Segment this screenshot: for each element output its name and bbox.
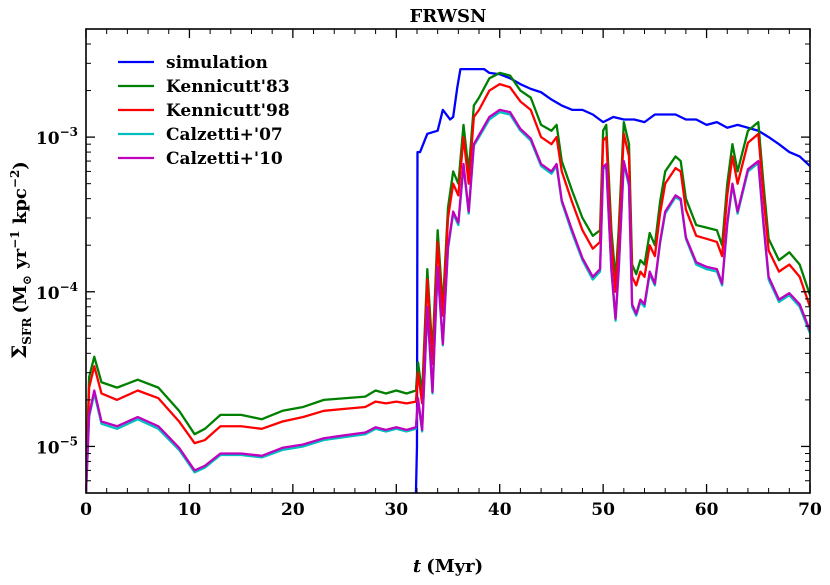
series-group [86,68,810,493]
y-axis-exp1: −1 [8,230,22,248]
x-tick-label: 30 [384,500,408,520]
x-tick-label: 40 [488,500,512,520]
legend: simulation Kennicutt'83 Kennicutt'98 Calzet… [118,53,290,169]
y-tick-base: 10 [36,129,60,149]
y-axis-exp2: −2 [8,170,22,188]
series-line-0 [414,68,810,493]
y-tick-base: 10 [36,438,60,458]
y-tick-label: 10−3 [36,125,78,149]
legend-label-4: Calzetti+'10 [166,149,283,169]
series-line-4 [86,108,810,493]
legend-label-2: Kennicutt'98 [166,101,290,121]
y-axis-kpc: kpc [10,188,31,230]
y-axis-unit-open: (M [10,285,31,314]
y-axis-sub: SFR [20,317,34,345]
y-axis-unit-close: ) [10,161,31,170]
legend-label-1: Kennicutt'83 [166,77,290,97]
y-axis-sun: ⊙ [20,275,34,285]
chart-title: FRWSN [409,6,486,27]
y-tick-exponent: −5 [60,434,78,448]
x-tick-label: 20 [281,500,305,520]
y-tick-label: 10−4 [36,280,78,304]
x-tick-label: 70 [798,500,822,520]
x-tick-label: 60 [695,500,719,520]
series-line-1 [86,71,810,493]
y-tick-exponent: −3 [60,125,78,139]
x-tick-label: 50 [591,500,615,520]
x-axis-unit: (Myr) [426,556,483,577]
x-tick-label: 10 [178,500,202,520]
y-tick-exponent: −4 [60,280,78,294]
y-tick-labels: 10−510−410−3 [36,125,78,458]
plot-frame [85,28,811,494]
series-line-2 [86,83,810,493]
y-axis-yr: yr [10,248,31,275]
x-axis-var: t [413,556,422,577]
y-tick-label: 10−5 [36,434,78,458]
legend-label-3: Calzetti+'07 [166,125,283,145]
x-axis-label: t (Myr) [413,556,483,577]
y-tick-base: 10 [36,284,60,304]
y-axis-sigma: Σ [7,345,31,359]
x-tick-label: 0 [80,500,92,520]
x-tick-labels: 0 10 20 30 40 50 60 70 [80,500,822,520]
y-axis-label: ΣSFR (M⊙ yr−1 kpc−2) [7,161,34,359]
legend-label-0: simulation [166,53,268,73]
